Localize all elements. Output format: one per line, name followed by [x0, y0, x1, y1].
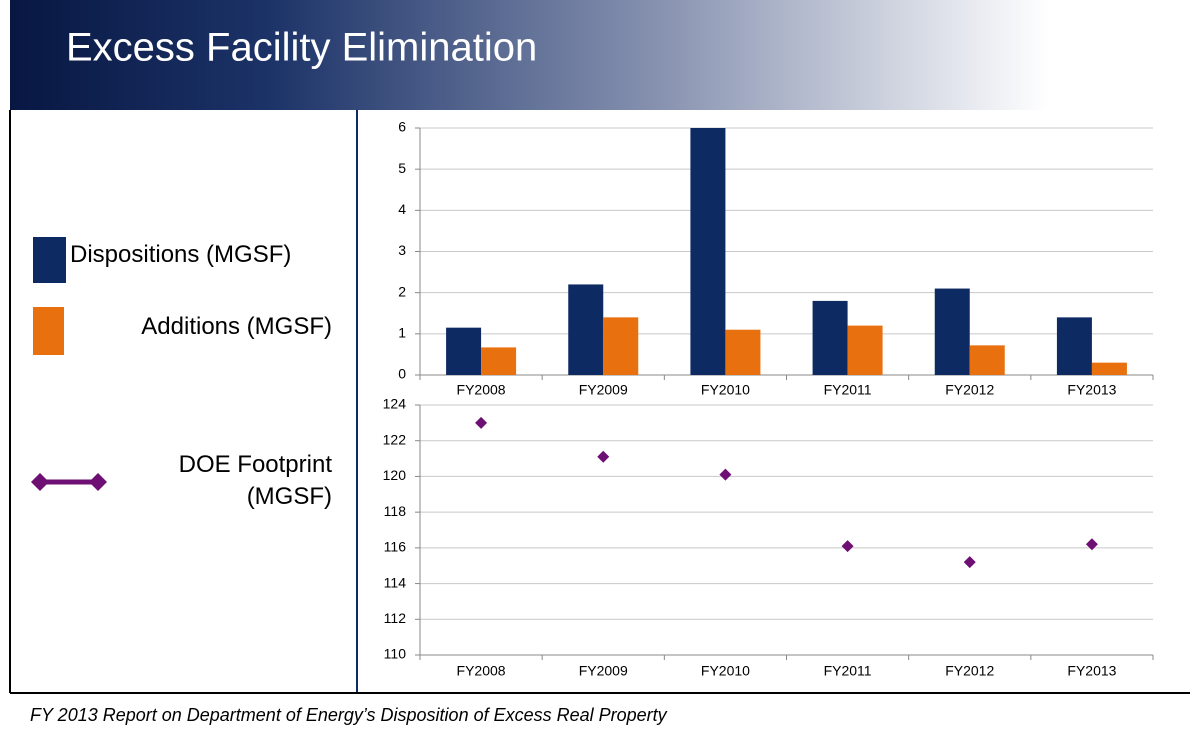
bar: [725, 329, 761, 375]
point: [719, 468, 732, 481]
x-tick-label: FY2013: [1067, 663, 1116, 679]
y-tick-label: 122: [383, 431, 407, 447]
x-tick-label: FY2008: [457, 663, 506, 679]
bar: [1091, 362, 1127, 375]
point: [475, 416, 488, 429]
x-tick-label: FY2010: [701, 663, 750, 679]
legend-marker: [31, 473, 49, 491]
y-tick-label: 0: [398, 366, 406, 382]
point: [841, 540, 854, 553]
x-tick-label: FY2011: [824, 382, 872, 398]
legend-label: DOE Footprint (MGSF): [178, 451, 332, 510]
y-tick-label: 3: [398, 242, 406, 258]
point: [1085, 538, 1098, 551]
x-tick-label: FY2008: [457, 382, 506, 398]
y-tick-label: 120: [383, 467, 407, 483]
legend-swatch: [33, 307, 64, 355]
y-tick-label: 6: [398, 119, 406, 135]
y-tick-label: 124: [383, 396, 407, 412]
x-tick-label: FY2010: [701, 382, 750, 398]
bar: [603, 317, 639, 375]
point: [963, 556, 976, 569]
header-band: [10, 0, 1190, 110]
bar: [969, 345, 1005, 375]
plots: 0 1 2 3 4 5 6 FY2008 FY2009 FY2010 FY2011 FY2012 FY2…: [31, 119, 1154, 679]
legend-label: Additions (MGSF): [141, 313, 332, 340]
x-tick-label: FY2013: [1067, 382, 1116, 398]
legend-swatch: [33, 237, 66, 283]
slide-title: Excess Facility Elimination: [66, 26, 537, 70]
x-tick-label: FY2011: [824, 663, 872, 679]
y-tick-label: 114: [384, 574, 407, 590]
bar: [1056, 317, 1092, 375]
y-tick-label: 2: [398, 283, 406, 299]
bar: [847, 325, 883, 375]
y-tick-label: 4: [398, 201, 406, 217]
x-tick-label: FY2009: [579, 382, 628, 398]
y-tick-label: 112: [384, 610, 407, 626]
bar: [568, 284, 604, 375]
x-tick-label: FY2012: [945, 663, 994, 679]
y-tick-label: 110: [384, 646, 407, 662]
y-tick-label: 5: [398, 160, 406, 176]
bar: [812, 300, 848, 375]
y-tick-label: 1: [398, 325, 406, 341]
x-tick-label: FY2009: [579, 663, 628, 679]
point: [597, 450, 610, 463]
y-tick-label: 116: [384, 539, 407, 555]
bar: [934, 288, 970, 375]
x-tick-label: FY2012: [945, 382, 994, 398]
bar: [481, 347, 517, 375]
bar: [446, 327, 482, 375]
footer: FY 2013 Report on Department of Energy’s…: [30, 705, 668, 725]
legend-marker: [89, 473, 107, 491]
y-tick-label: 118: [384, 503, 407, 519]
bar: [690, 128, 726, 375]
legend-label: Dispositions (MGSF): [70, 241, 292, 268]
